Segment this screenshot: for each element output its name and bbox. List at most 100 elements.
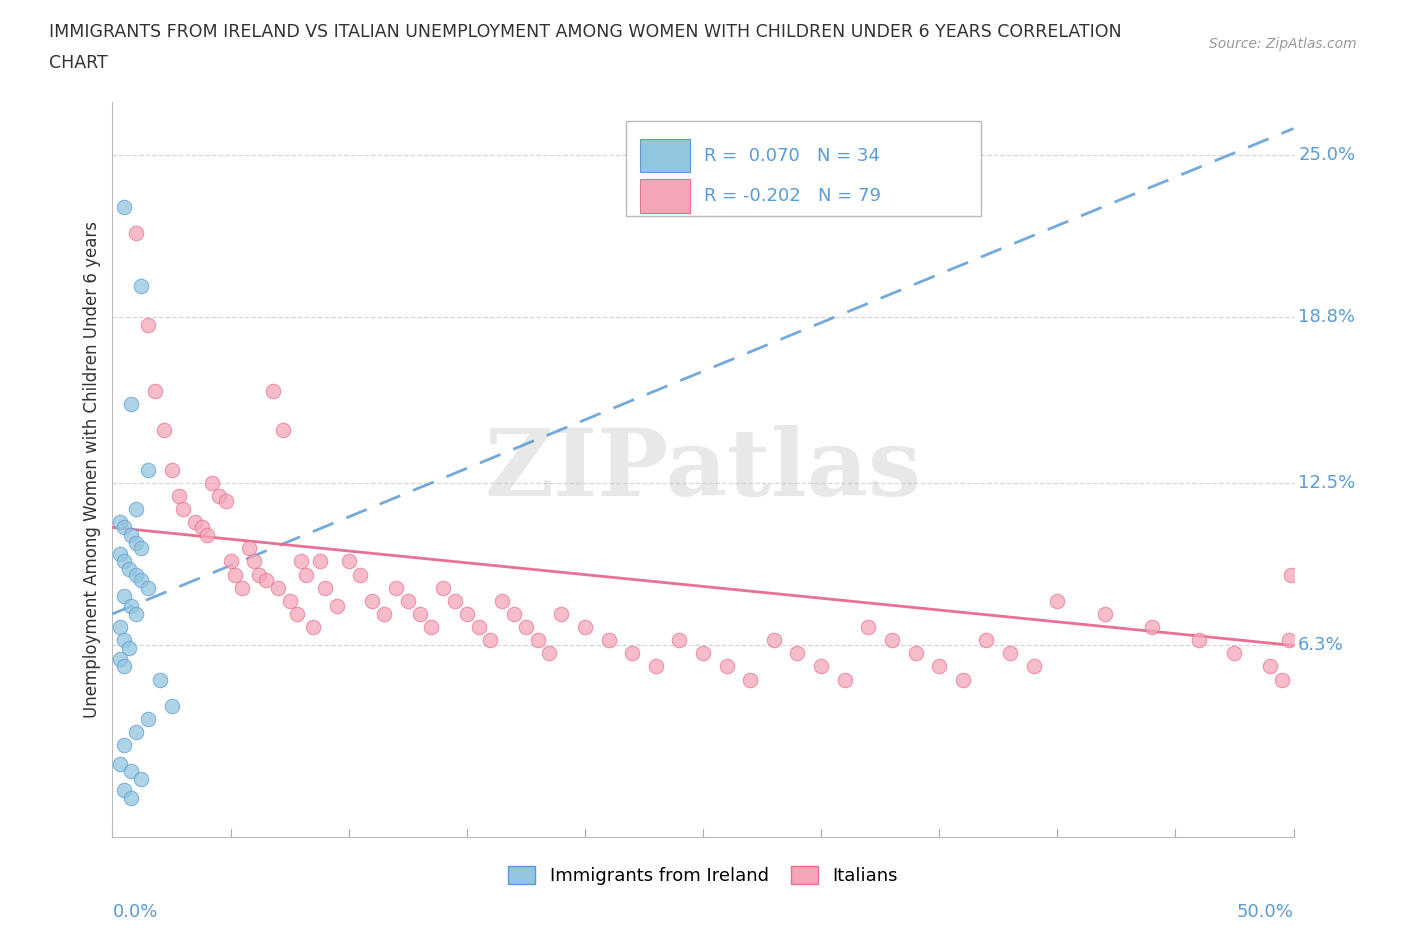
Point — [136, 318, 159, 333]
Point — [976, 632, 998, 647]
Point — [125, 567, 148, 582]
Point — [125, 606, 148, 621]
Point — [153, 423, 176, 438]
Point — [129, 541, 152, 556]
Point — [191, 520, 214, 535]
Point — [108, 651, 131, 666]
Text: IMMIGRANTS FROM IRELAND VS ITALIAN UNEMPLOYMENT AMONG WOMEN WITH CHILDREN UNDER : IMMIGRANTS FROM IRELAND VS ITALIAN UNEMP… — [49, 23, 1122, 41]
Point — [125, 226, 148, 241]
Point — [309, 554, 332, 569]
Point — [108, 546, 131, 561]
Point — [444, 593, 467, 608]
Y-axis label: Unemployment Among Women with Children Under 6 years: Unemployment Among Women with Children U… — [83, 221, 101, 718]
Point — [112, 632, 135, 647]
Point — [129, 772, 152, 787]
Point — [1094, 606, 1116, 621]
Point — [219, 554, 242, 569]
Point — [136, 711, 159, 726]
Point — [396, 593, 419, 608]
Text: 12.5%: 12.5% — [1298, 473, 1355, 492]
Legend: Immigrants from Ireland, Italians: Immigrants from Ireland, Italians — [499, 857, 907, 894]
Point — [456, 606, 478, 621]
Point — [129, 573, 152, 588]
Point — [361, 593, 384, 608]
Point — [120, 764, 142, 778]
Point — [149, 672, 172, 687]
Point — [118, 562, 141, 577]
Point — [172, 501, 194, 516]
Point — [998, 646, 1021, 661]
Point — [112, 520, 135, 535]
Point — [238, 541, 260, 556]
Point — [491, 593, 513, 608]
Point — [129, 279, 152, 294]
Point — [858, 619, 880, 634]
Point — [740, 672, 762, 687]
Point — [598, 632, 620, 647]
Point — [208, 488, 231, 503]
Point — [349, 567, 371, 582]
Point — [120, 790, 142, 805]
Point — [716, 659, 738, 674]
Point — [503, 606, 526, 621]
Point — [467, 619, 489, 634]
Point — [326, 599, 349, 614]
Point — [834, 672, 856, 687]
Point — [195, 528, 218, 543]
Point — [108, 756, 131, 771]
Point — [125, 501, 148, 516]
Point — [515, 619, 537, 634]
Text: 6.3%: 6.3% — [1298, 636, 1344, 655]
Point — [574, 619, 596, 634]
Point — [125, 724, 148, 739]
Point — [262, 383, 284, 398]
Point — [810, 659, 832, 674]
Point — [880, 632, 903, 647]
Point — [120, 599, 142, 614]
Point — [290, 554, 312, 569]
Point — [167, 488, 190, 503]
Point — [373, 606, 395, 621]
Point — [160, 462, 183, 477]
Point — [1022, 659, 1045, 674]
Point — [337, 554, 360, 569]
Point — [762, 632, 785, 647]
Point — [1223, 646, 1246, 661]
Point — [224, 567, 246, 582]
FancyBboxPatch shape — [626, 121, 980, 216]
Point — [420, 619, 443, 634]
Point — [285, 606, 308, 621]
Text: 18.8%: 18.8% — [1298, 309, 1355, 326]
Text: 50.0%: 50.0% — [1237, 903, 1294, 921]
Point — [184, 514, 207, 529]
Point — [143, 383, 166, 398]
Point — [271, 423, 294, 438]
Point — [108, 619, 131, 634]
Point — [1258, 659, 1281, 674]
FancyBboxPatch shape — [640, 139, 690, 172]
Point — [904, 646, 927, 661]
Point — [201, 475, 224, 490]
Text: 0.0%: 0.0% — [112, 903, 157, 921]
Text: ZIPatlas: ZIPatlas — [485, 425, 921, 514]
Point — [278, 593, 301, 608]
Point — [112, 588, 135, 603]
Point — [668, 632, 690, 647]
Text: 25.0%: 25.0% — [1298, 146, 1355, 164]
Point — [952, 672, 974, 687]
Point — [120, 528, 142, 543]
Point — [526, 632, 548, 647]
Point — [408, 606, 430, 621]
Point — [108, 514, 131, 529]
Point — [1278, 632, 1301, 647]
Point — [112, 782, 135, 797]
Text: CHART: CHART — [49, 54, 108, 72]
Point — [385, 580, 408, 595]
Point — [314, 580, 336, 595]
Point — [479, 632, 502, 647]
Point — [267, 580, 290, 595]
Point — [1188, 632, 1211, 647]
Point — [621, 646, 644, 661]
Point — [120, 396, 142, 411]
Point — [215, 494, 238, 509]
